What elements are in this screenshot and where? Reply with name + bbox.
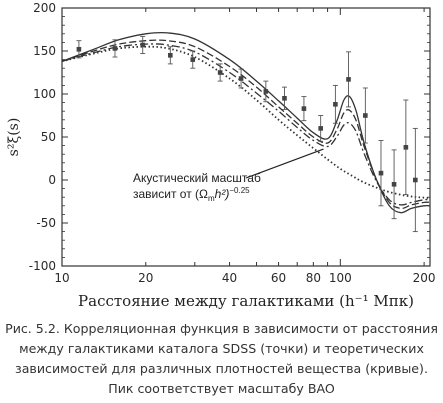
y-tick-label: 200	[33, 1, 56, 15]
data-point	[140, 42, 146, 48]
annotation-line2-text: зависит от (Ω	[133, 187, 208, 201]
curve-dotted	[61, 45, 431, 199]
x-tick-label: 60	[271, 271, 286, 285]
data-point	[403, 145, 409, 150]
x-tick-label: 80	[306, 271, 321, 285]
data-point	[363, 113, 368, 118]
caption-line-1: Рис. 5.2. Корреляционная функция в завис…	[5, 321, 438, 336]
data-point	[346, 77, 351, 82]
data-point	[318, 126, 323, 131]
y-tick-label: 50	[41, 130, 56, 144]
annotation-line2: зависит от (Ωmh²)−0.25	[133, 186, 250, 203]
data-point	[391, 182, 397, 187]
y-tick-label: -100	[29, 259, 56, 273]
data-point	[413, 177, 418, 183]
annotation-omega-subscript: m	[208, 194, 215, 203]
annotation-arrow	[245, 148, 324, 179]
data-point	[378, 170, 384, 176]
data-point	[282, 96, 287, 101]
caption-line-2: между галактиками каталога SDSS (точки) …	[19, 341, 424, 356]
acoustic-scale-annotation: Акустический масштаб зависит от (Ωmh²)−0…	[133, 148, 324, 203]
y-tick-label: 0	[48, 173, 56, 187]
data-point	[190, 57, 196, 62]
annotation-exponent: −0.25	[229, 186, 250, 195]
x-tick-label: 10	[54, 271, 69, 285]
correlation-function-chart: -100 -50 0 50 100 150 200 10 20 40 60 80 100 200 Акус…	[6, 1, 436, 310]
data-point	[217, 70, 223, 75]
data-point	[76, 46, 82, 52]
x-tick-label: 100	[329, 271, 352, 285]
x-tick-label: 200	[413, 271, 436, 285]
y-tick-label: 150	[33, 44, 56, 58]
data-point	[238, 76, 244, 81]
y-tick-label: 100	[33, 87, 56, 101]
x-tick-label: 20	[138, 271, 153, 285]
figure-caption: Рис. 5.2. Корреляционная функция в завис…	[0, 319, 443, 399]
axis-ticks: -100 -50 0 50 100 150 200 10 20 40 60 80 100 200	[29, 1, 436, 285]
curve-solid	[61, 31, 431, 214]
curve-dashed	[61, 39, 431, 210]
data-point	[112, 46, 118, 51]
theory-curves	[61, 31, 431, 214]
y-tick-label: -50	[36, 216, 56, 230]
annotation-line1: Акустический масштаб	[133, 171, 261, 185]
x-tick-label: 40	[222, 271, 237, 285]
annotation-h-text: h²)	[215, 187, 230, 201]
caption-line-3: зависимостей для различных плотностей ве…	[15, 361, 428, 376]
curve-dashdot	[61, 43, 431, 206]
y-axis-title: s²ξ(s)	[6, 118, 22, 157]
x-axis-title: Расстояние между галактиками (h⁻¹ Мпк)	[78, 292, 414, 310]
sdss-data-points	[76, 35, 418, 233]
data-point	[168, 53, 173, 58]
caption-line-4: Пик соответствует масштабу BAO	[108, 381, 335, 396]
data-point	[301, 106, 307, 111]
data-point	[263, 89, 269, 94]
data-point	[333, 102, 338, 107]
